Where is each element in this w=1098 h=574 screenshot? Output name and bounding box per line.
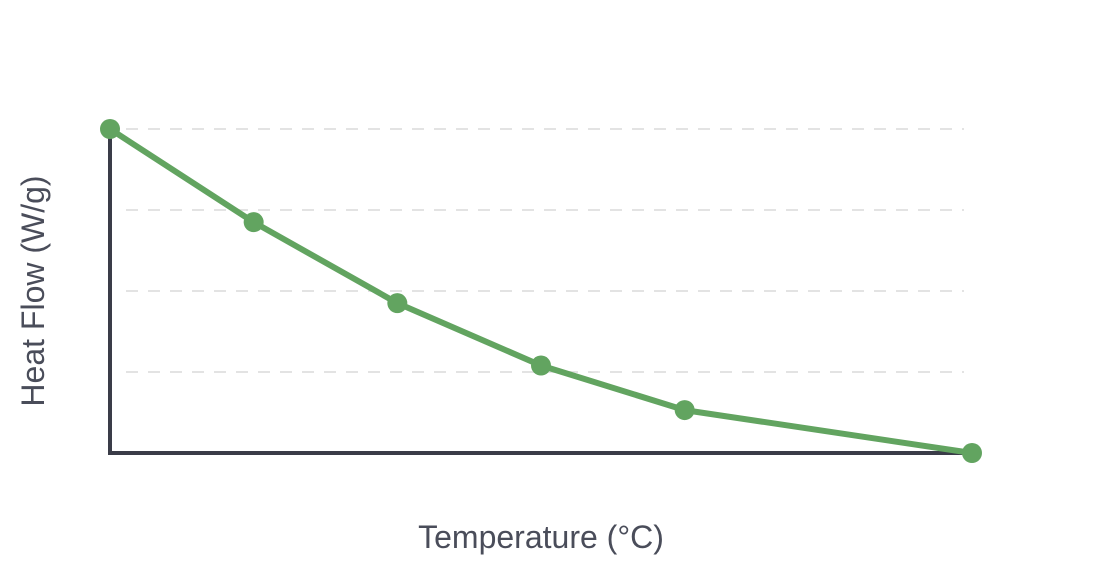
y-axis-title: Heat Flow (W/g) [15, 175, 51, 406]
data-points [100, 119, 982, 463]
x-axis-title: Temperature (°C) [418, 519, 664, 555]
data-point-3 [387, 293, 408, 314]
gridlines [126, 128, 964, 373]
data-point-2 [243, 212, 264, 233]
axes [108, 129, 972, 455]
data-point-4 [531, 355, 551, 376]
data-point-5 [674, 400, 695, 421]
data-point-6 [962, 443, 982, 463]
series-line [107, 126, 975, 456]
data-point-1 [100, 119, 120, 139]
